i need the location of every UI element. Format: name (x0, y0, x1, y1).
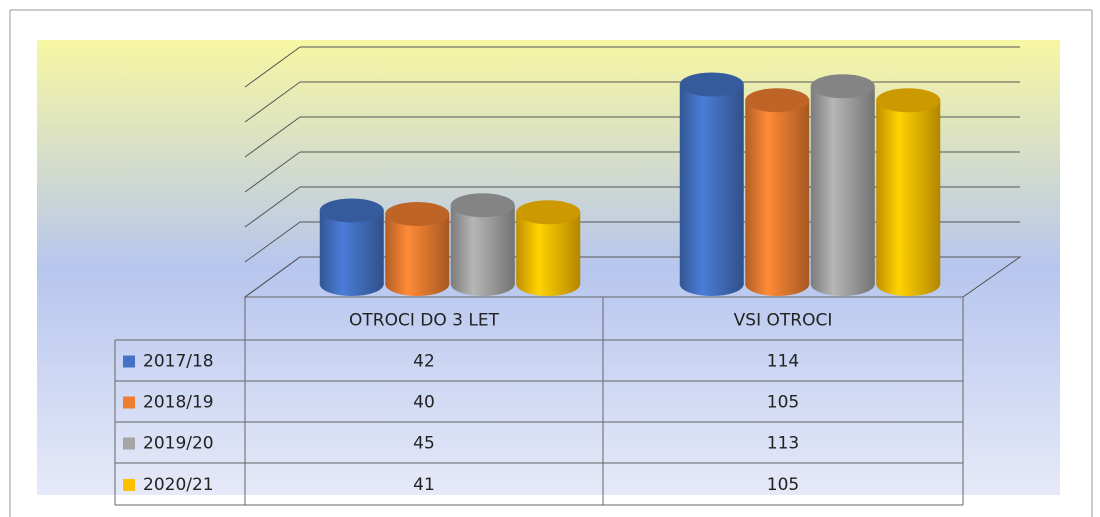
legend-label: 2018/19 (143, 393, 214, 413)
bar-top (385, 202, 450, 226)
table-value: 42 (413, 352, 435, 372)
legend-swatch (123, 355, 135, 368)
bar-body (810, 86, 875, 284)
bar-body (876, 100, 941, 284)
table-value: 113 (767, 434, 799, 454)
bar (745, 88, 810, 296)
grid-line (244, 46, 301, 88)
bar-body (679, 84, 744, 284)
legend-label: 2019/20 (143, 434, 214, 454)
bar-body (319, 210, 384, 284)
table-value: 114 (767, 352, 799, 372)
legend-label: 2017/18 (143, 352, 214, 372)
bar (679, 72, 744, 296)
legend-label: 2020/21 (143, 475, 214, 495)
bar (876, 88, 941, 296)
bar-top (516, 200, 581, 225)
bar-top (319, 198, 384, 223)
legend-swatch (123, 437, 135, 450)
bar-top (810, 74, 875, 99)
bar-top (876, 88, 941, 113)
grid-line (244, 221, 301, 263)
column-header: OTROCI DO 3 LET (349, 311, 500, 331)
bar (810, 74, 875, 296)
table-value: 45 (413, 434, 435, 454)
bar-body (450, 205, 515, 284)
bar-top (679, 72, 744, 97)
grid-line (244, 116, 301, 158)
legend-swatch (123, 396, 135, 409)
table-value: 40 (413, 393, 435, 413)
legend-swatch (123, 479, 135, 491)
grid-line (244, 81, 301, 123)
bar-top (745, 88, 810, 113)
table-value: 41 (413, 475, 435, 495)
bar (516, 200, 581, 296)
bar-top (450, 193, 515, 218)
bar-body (745, 100, 810, 284)
bar (385, 202, 450, 296)
table-value: 105 (767, 475, 799, 495)
grid-line (244, 186, 301, 228)
bar (450, 193, 515, 296)
column-header: VSI OTROCI (734, 311, 833, 331)
bar (319, 198, 384, 296)
grid-line (244, 151, 301, 193)
table-value: 105 (767, 393, 799, 413)
